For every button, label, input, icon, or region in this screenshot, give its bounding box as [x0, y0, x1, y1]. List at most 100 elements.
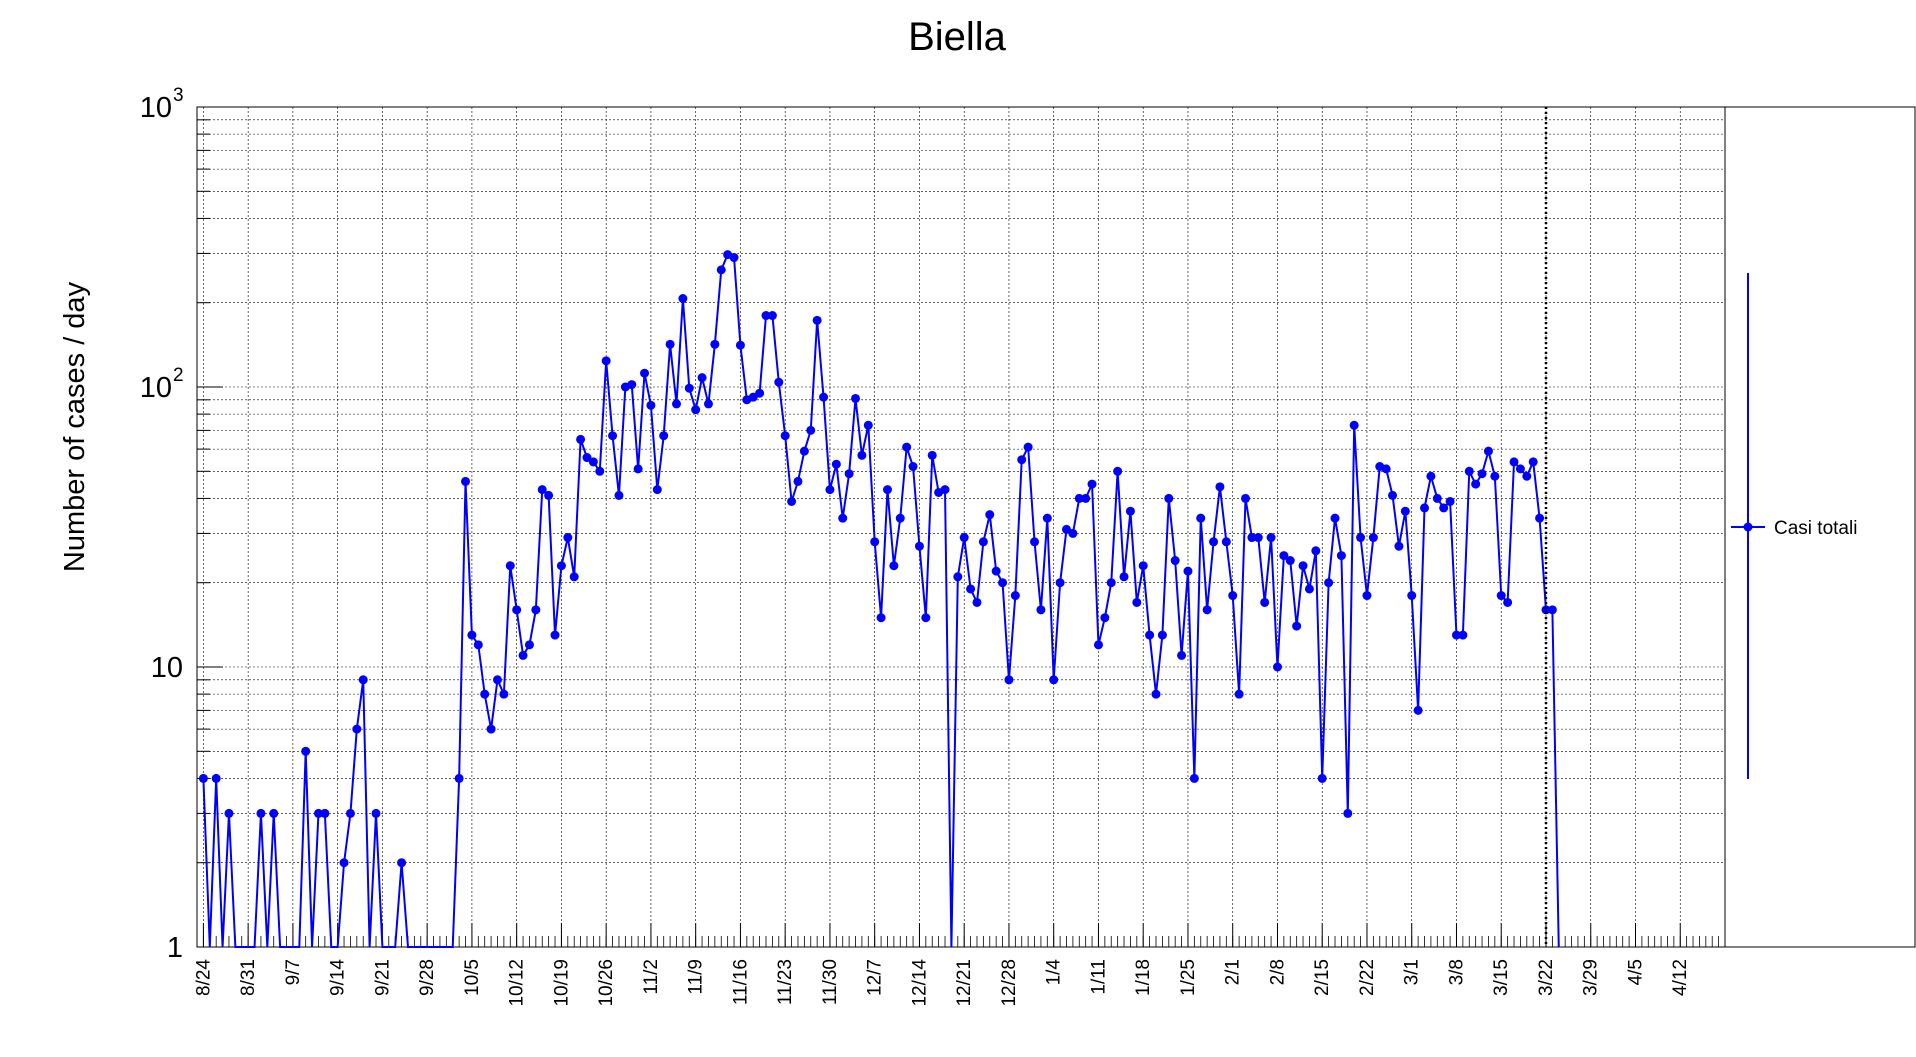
data-point: [339, 858, 349, 868]
x-tick-label: 8/31: [238, 959, 259, 996]
data-point: [198, 773, 208, 783]
x-tick-label: 8/24: [193, 959, 214, 996]
data-point: [1221, 537, 1231, 547]
data-point: [1496, 591, 1506, 601]
data-point: [224, 808, 234, 818]
data-point: [1515, 464, 1525, 474]
data-point: [972, 597, 982, 607]
data-point: [652, 485, 662, 495]
x-tick-label: 1/4: [1044, 959, 1065, 986]
data-point: [1209, 537, 1219, 547]
data-point: [863, 420, 873, 430]
data-point: [588, 457, 598, 467]
x-tick-label: 1/25: [1178, 959, 1199, 996]
y-tick-label: 10: [151, 652, 183, 684]
data-point: [1049, 675, 1059, 685]
data-point: [1451, 630, 1461, 640]
data-point: [1093, 640, 1103, 650]
data-point: [851, 393, 861, 403]
data-point: [671, 399, 681, 409]
data-point: [793, 476, 803, 486]
data-point: [473, 640, 483, 650]
data-point: [1030, 537, 1040, 547]
x-tick-label: 9/28: [417, 959, 438, 996]
data-point: [729, 253, 739, 263]
data-point: [1356, 533, 1366, 543]
chart-title: Biella: [908, 15, 1007, 59]
data-point: [735, 340, 745, 350]
data-point: [1528, 457, 1538, 467]
data-point: [767, 311, 777, 321]
data-point: [780, 431, 790, 441]
x-tick-label: 11/30: [820, 959, 841, 1005]
data-point: [486, 724, 496, 734]
data-point: [870, 537, 880, 547]
data-point: [646, 400, 656, 410]
x-tick-label: 3/8: [1446, 959, 1467, 985]
y-axis-label: Number of cases / day: [59, 281, 91, 572]
data-point: [1483, 446, 1493, 456]
data-point: [838, 513, 848, 523]
axes: [196, 106, 1916, 948]
x-tick-label: 3/29: [1581, 959, 1602, 996]
data-point: [1145, 630, 1155, 640]
x-tick-label: 10/19: [551, 959, 572, 1007]
data-point: [889, 561, 899, 571]
grid-lines: [197, 107, 1725, 947]
data-point: [921, 613, 931, 623]
x-tick-label: 12/21: [954, 959, 975, 1007]
x-tick-label: 3/1: [1402, 959, 1423, 985]
x-tick-label: 11/9: [686, 959, 707, 995]
data-point: [211, 773, 221, 783]
data-point: [480, 689, 490, 699]
data-point: [1023, 442, 1033, 452]
data-point: [787, 497, 797, 507]
data-point: [1503, 597, 1513, 607]
data-point: [959, 533, 969, 543]
plot-frame: [196, 106, 1726, 948]
x-tick-label: 10/5: [462, 959, 483, 996]
data-point: [1196, 513, 1206, 523]
data-point: [1189, 773, 1199, 783]
data-point: [1215, 482, 1225, 492]
y-tick-exponent: 2: [173, 365, 184, 386]
data-point: [569, 572, 579, 582]
data-point: [1285, 556, 1295, 566]
x-tick-label: 2/15: [1312, 959, 1333, 996]
data-point: [806, 425, 816, 435]
data-point: [710, 339, 720, 349]
data-point: [1292, 621, 1302, 631]
data-point: [953, 572, 963, 582]
data-point: [1247, 533, 1257, 543]
data-point: [1177, 650, 1187, 660]
data-point: [684, 383, 694, 393]
data-point: [1253, 533, 1263, 543]
data-point: [1202, 605, 1212, 615]
data-point: [1426, 471, 1436, 481]
data-point: [1541, 605, 1551, 615]
data-point: [691, 405, 701, 415]
data-point: [1164, 493, 1174, 503]
data-point: [991, 566, 1001, 576]
data-point: [1432, 493, 1442, 503]
data-point: [1068, 528, 1078, 538]
data-point: [1388, 490, 1398, 500]
data-point: [1420, 503, 1430, 513]
data-point: [1298, 561, 1308, 571]
legend-entry-casi-totali: Casi totali: [1774, 518, 1857, 539]
data-point: [371, 808, 381, 818]
data-point: [908, 462, 918, 472]
data-point: [665, 339, 675, 349]
data-point: [716, 265, 726, 275]
data-point: [1017, 455, 1027, 465]
data-point: [269, 808, 279, 818]
x-axis-ticks: 8/24 8/31 9/7 9/14 9/21 9/28 10/5 10/12 10/19 10/…: [193, 923, 1726, 1007]
data-point: [461, 476, 471, 486]
data-point: [537, 485, 547, 495]
data-point: [1439, 503, 1449, 513]
data-point: [467, 630, 477, 640]
data-point: [1279, 551, 1289, 561]
data-point: [582, 453, 592, 463]
data-point: [1138, 561, 1148, 571]
data-point: [1490, 471, 1500, 481]
